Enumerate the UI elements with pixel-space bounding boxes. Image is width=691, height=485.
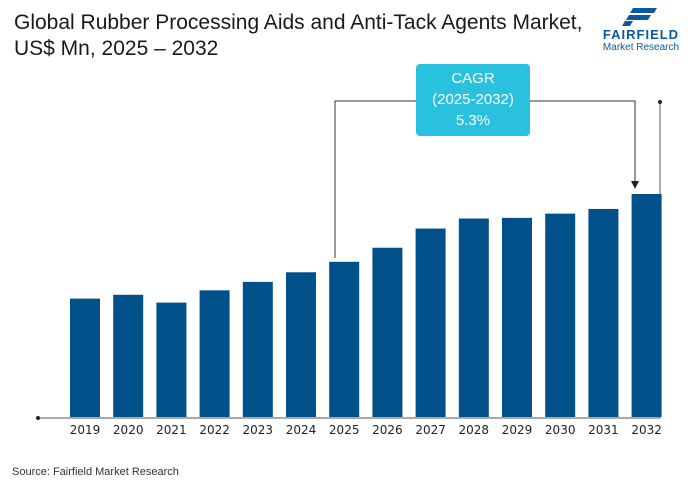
bar-2025 xyxy=(329,261,360,417)
cagr-label: CAGR xyxy=(451,70,495,87)
arrow-down-icon xyxy=(631,181,639,189)
bar-2019 xyxy=(70,298,100,417)
x-tick-label: 2019 xyxy=(70,423,101,437)
x-tick-label: 2023 xyxy=(243,423,274,437)
x-tick-label: 2032 xyxy=(631,423,662,437)
bar-2020 xyxy=(113,294,144,417)
x-tick-label: 2022 xyxy=(199,423,230,437)
logo-brand: FAIRFIELD xyxy=(602,27,680,42)
bar-2024 xyxy=(286,272,316,417)
bar-2028 xyxy=(458,218,489,417)
bar-2021 xyxy=(156,302,187,417)
x-tick-label: 2027 xyxy=(415,423,446,437)
bar-2022 xyxy=(199,290,230,417)
logo-mark-icon xyxy=(622,8,657,26)
cagr-annotation: CAGR (2025-2032) 5.3% xyxy=(416,64,530,136)
axis-end-dot xyxy=(658,100,662,104)
cagr-period: (2025-2032) xyxy=(432,91,514,108)
x-tick-label: 2025 xyxy=(329,423,360,437)
fairfield-logo: FAIRFIELD Market Research xyxy=(596,8,686,53)
x-tick-label: 2024 xyxy=(286,423,317,437)
bar-2031 xyxy=(588,208,619,417)
x-tick-label: 2026 xyxy=(372,423,403,437)
x-tick-label: 2030 xyxy=(545,423,576,437)
x-tick-label: 2028 xyxy=(459,423,490,437)
cagr-connector-left xyxy=(334,100,416,258)
chart-title: Global Rubber Processing Aids and Anti-T… xyxy=(14,11,583,60)
cagr-value: 5.3% xyxy=(455,112,491,129)
x-tick-label: 2020 xyxy=(113,423,144,437)
logo-sub: Market Research xyxy=(602,42,680,53)
axis-start-dot xyxy=(36,416,40,420)
bar-2030 xyxy=(545,213,576,417)
bar-2032 xyxy=(631,194,662,417)
source-note: Source: Fairfield Market Research xyxy=(12,466,179,478)
bar-2029 xyxy=(502,217,532,417)
bar-2023 xyxy=(242,281,273,417)
cagr-connector-right xyxy=(530,100,636,182)
x-tick-label: 2031 xyxy=(588,423,619,437)
x-tick-label: 2021 xyxy=(156,423,187,437)
x-tick-label: 2029 xyxy=(502,423,533,437)
bar-2026 xyxy=(372,247,403,417)
bar-2027 xyxy=(415,228,446,417)
